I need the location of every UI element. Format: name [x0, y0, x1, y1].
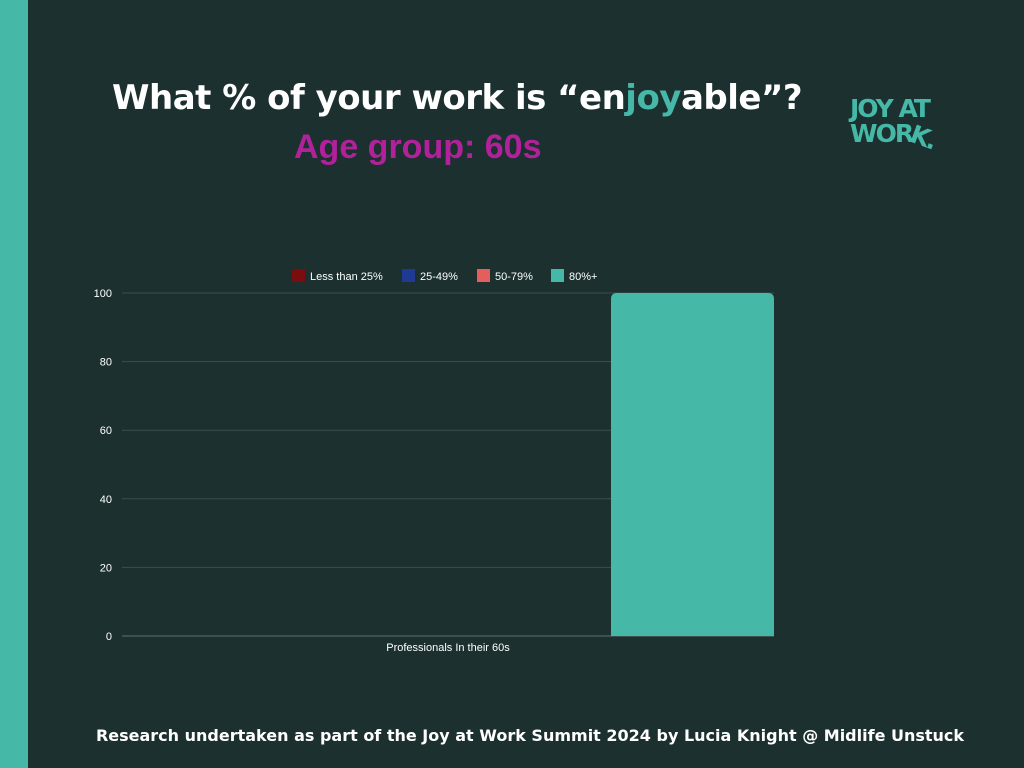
- legend-swatch: [292, 269, 305, 282]
- side-accent-stripe: [0, 0, 28, 768]
- legend-label: Less than 25%: [310, 271, 383, 283]
- legend-swatch: [477, 269, 490, 282]
- legend-label: 80%+: [569, 271, 597, 283]
- legend-swatch: [402, 269, 415, 282]
- legend-label: 50-79%: [495, 271, 533, 283]
- y-tick-label: 0: [106, 631, 112, 643]
- page-title: What % of your work is “enjoyable”?: [112, 78, 803, 118]
- legend-label: 25-49%: [420, 271, 458, 283]
- title-highlight: joy: [625, 78, 681, 118]
- title-part-1: What % of your work is “en: [112, 78, 626, 118]
- x-category-label: Professionals In their 60s: [386, 642, 510, 654]
- y-tick-label: 60: [100, 425, 112, 437]
- joy-at-work-logo: JOY AT WORK.: [850, 94, 940, 155]
- footer-credit: Research undertaken as part of the Joy a…: [95, 726, 965, 745]
- bar-80-: [611, 293, 774, 636]
- y-tick-label: 100: [94, 288, 112, 300]
- y-tick-label: 40: [100, 494, 112, 506]
- y-tick-label: 80: [100, 357, 112, 369]
- page-subtitle: Age group: 60s: [294, 128, 542, 166]
- title-part-2: able”?: [680, 78, 803, 118]
- logo-line-2-main: WOR: [850, 119, 914, 148]
- logo-line-2: WORK.: [850, 119, 940, 155]
- legend-swatch: [551, 269, 564, 282]
- logo-line-1: JOY AT: [850, 94, 931, 123]
- y-tick-label: 20: [100, 562, 112, 574]
